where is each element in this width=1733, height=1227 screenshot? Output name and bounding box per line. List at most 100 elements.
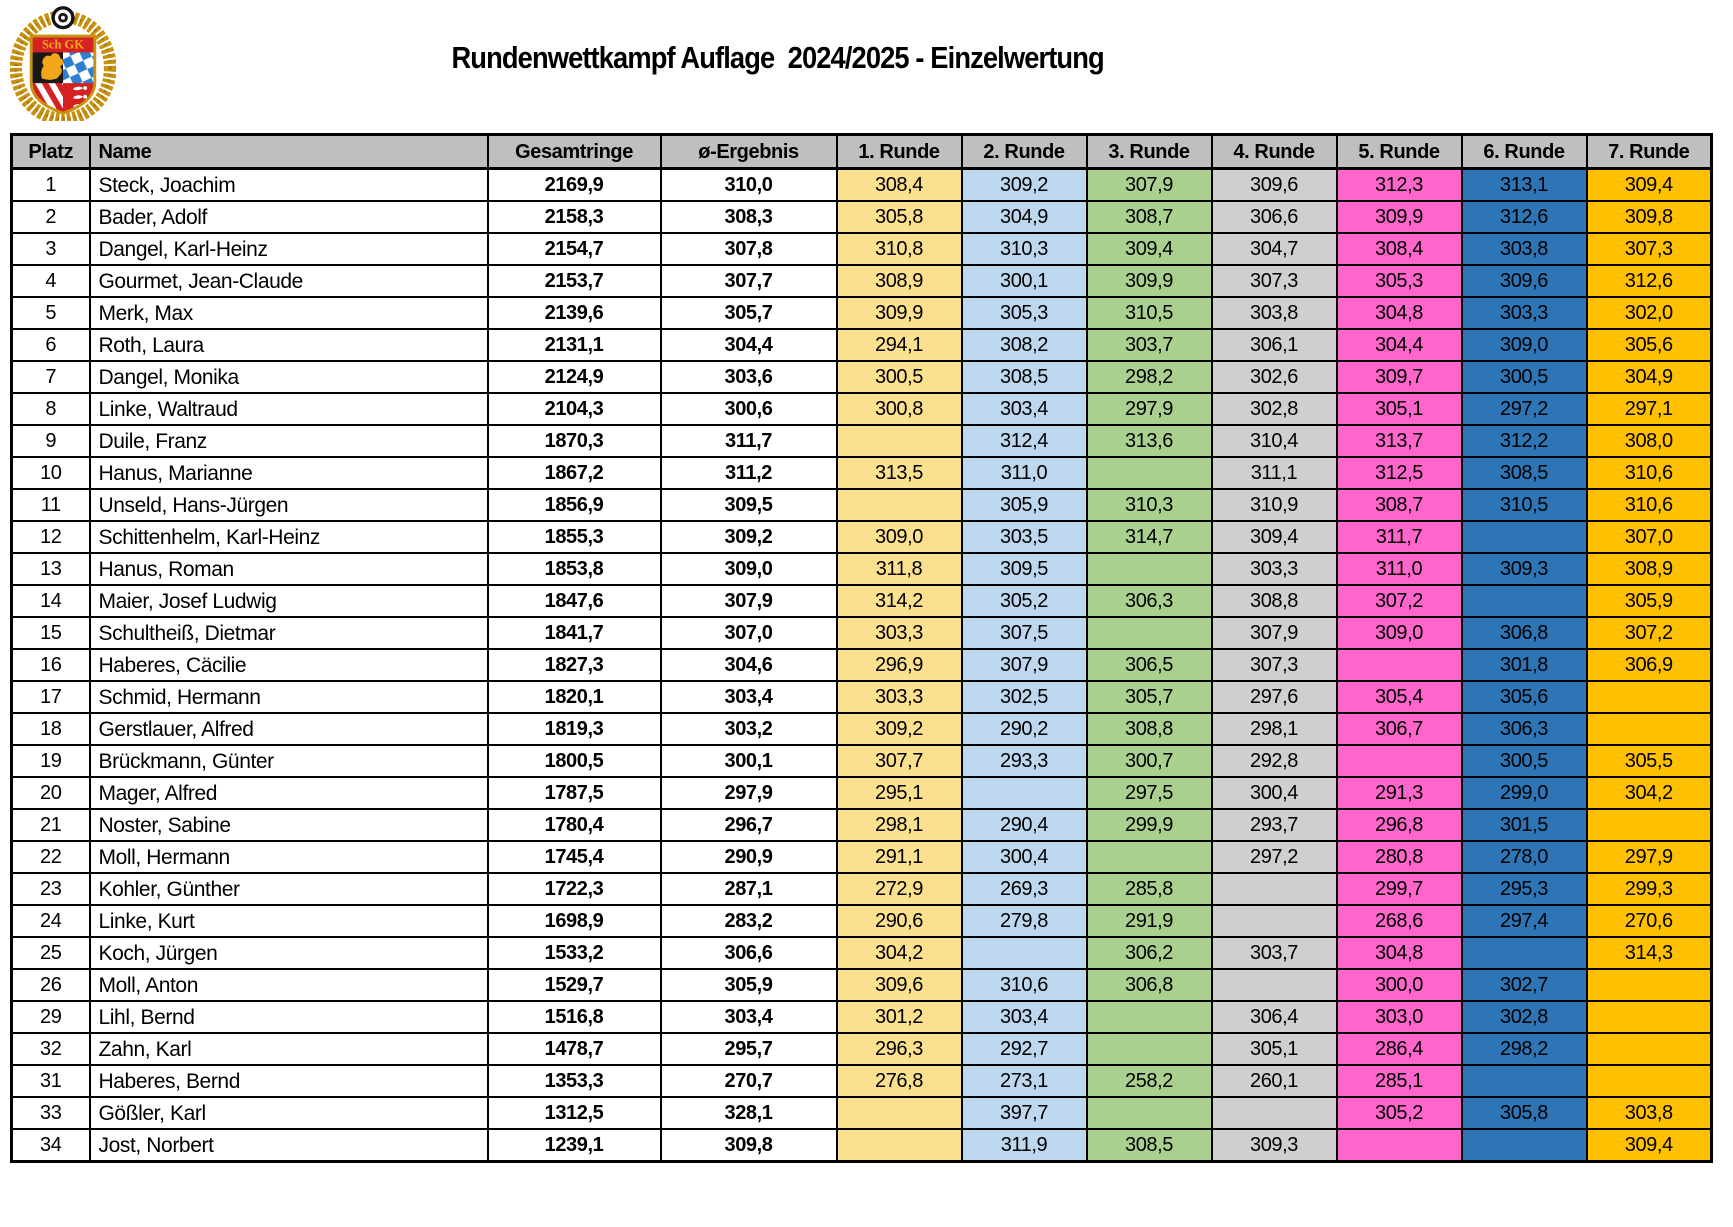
runde-7-cell: 307,0 — [1585, 520, 1713, 554]
runde-7-cell: 307,3 — [1585, 232, 1713, 266]
avg-ergebnis-cell: 297,9 — [659, 776, 838, 810]
runde-1-cell: 309,2 — [835, 712, 963, 746]
runde-1-cell: 296,3 — [835, 1032, 963, 1066]
name-cell: Duile, Franz — [88, 424, 489, 458]
runde-3-cell: 306,2 — [1085, 936, 1213, 970]
runde-4-cell: 307,3 — [1210, 648, 1338, 682]
runde-1-cell: 303,3 — [835, 680, 963, 714]
runde-1-cell — [835, 1096, 963, 1130]
runde-5-cell: 305,4 — [1335, 680, 1463, 714]
runde-1-cell: 314,2 — [835, 584, 963, 618]
runde-6-cell: 309,6 — [1460, 264, 1588, 298]
gesamtringe-cell: 2131,1 — [486, 328, 662, 362]
table-row: 16 Haberes, Cäcilie 1827,3 304,6 296,9 307,9 3… — [10, 648, 1713, 682]
platz-cell: 5 — [10, 296, 91, 330]
name-cell: Linke, Kurt — [88, 904, 489, 938]
avg-ergebnis-cell: 305,7 — [659, 296, 838, 330]
name-cell: Merk, Max — [88, 296, 489, 330]
runde-1-cell: 309,9 — [835, 296, 963, 330]
name-cell: Brückmann, Günter — [88, 744, 489, 778]
column-header-platz: Platz — [10, 133, 91, 170]
runde-2-cell: 293,3 — [960, 744, 1088, 778]
runde-6-cell: 305,6 — [1460, 680, 1588, 714]
platz-cell: 15 — [10, 616, 91, 650]
runde-5-cell: 305,2 — [1335, 1096, 1463, 1130]
runde-2-cell: 304,9 — [960, 200, 1088, 234]
column-header-runde-6: 6. Runde — [1460, 133, 1588, 170]
runde-6-cell — [1460, 936, 1588, 970]
name-cell: Steck, Joachim — [88, 167, 489, 202]
runde-6-cell: 299,0 — [1460, 776, 1588, 810]
runde-3-cell — [1085, 1032, 1213, 1066]
runde-7-cell — [1585, 1032, 1713, 1066]
name-cell: Gourmet, Jean-Claude — [88, 264, 489, 298]
runde-5-cell: 286,4 — [1335, 1032, 1463, 1066]
runde-2-cell — [960, 936, 1088, 970]
gesamtringe-cell: 2158,3 — [486, 200, 662, 234]
runde-4-cell — [1210, 1096, 1338, 1130]
runde-5-cell: 308,7 — [1335, 488, 1463, 522]
avg-ergebnis-cell: 310,0 — [659, 167, 838, 202]
runde-1-cell: 295,1 — [835, 776, 963, 810]
runde-2-cell: 303,5 — [960, 520, 1088, 554]
runde-3-cell: 297,9 — [1085, 392, 1213, 426]
platz-cell: 12 — [10, 520, 91, 554]
avg-ergebnis-cell: 290,9 — [659, 840, 838, 874]
runde-2-cell: 300,4 — [960, 840, 1088, 874]
table-row: 20 Mager, Alfred 1787,5 297,9 295,1 297,5 300,… — [10, 776, 1713, 810]
gesamtringe-cell: 1529,7 — [486, 968, 662, 1002]
runde-4-cell: 308,8 — [1210, 584, 1338, 618]
runde-5-cell — [1335, 744, 1463, 778]
platz-cell: 9 — [10, 424, 91, 458]
runde-7-cell — [1585, 1000, 1713, 1034]
runde-1-cell: 307,7 — [835, 744, 963, 778]
platz-cell: 18 — [10, 712, 91, 746]
shooting-club-crest-logo: Sch GK — [10, 6, 116, 121]
avg-ergebnis-cell: 307,9 — [659, 584, 838, 618]
runde-7-cell: 302,0 — [1585, 296, 1713, 330]
avg-ergebnis-cell: 307,0 — [659, 616, 838, 650]
column-header-runde-2: 2. Runde — [960, 133, 1088, 170]
runde-6-cell: 300,5 — [1460, 360, 1588, 394]
name-cell: Roth, Laura — [88, 328, 489, 362]
runde-4-cell: 309,3 — [1210, 1128, 1338, 1163]
runde-3-cell: 303,7 — [1085, 328, 1213, 362]
runde-5-cell: 305,1 — [1335, 392, 1463, 426]
avg-ergebnis-cell: 311,2 — [659, 456, 838, 490]
platz-cell: 31 — [10, 1064, 91, 1098]
runde-3-cell: 314,7 — [1085, 520, 1213, 554]
runde-2-cell: 303,4 — [960, 392, 1088, 426]
platz-cell: 21 — [10, 808, 91, 842]
table-row: 34 Jost, Norbert 1239,1 309,8 311,9 308,5 309,… — [10, 1128, 1713, 1163]
runde-4-cell: 310,9 — [1210, 488, 1338, 522]
gesamtringe-cell: 1722,3 — [486, 872, 662, 906]
runde-1-cell: 294,1 — [835, 328, 963, 362]
platz-cell: 10 — [10, 456, 91, 490]
runde-5-cell: 309,7 — [1335, 360, 1463, 394]
runde-3-cell — [1085, 456, 1213, 490]
table-row: 18 Gerstlauer, Alfred 1819,3 303,2 309,2 290,… — [10, 712, 1713, 746]
runde-7-cell: 312,6 — [1585, 264, 1713, 298]
runde-1-cell: 300,8 — [835, 392, 963, 426]
header-row: Platz Name Gesamtringe ø-Ergebnis 1. Runde 2.… — [10, 133, 1713, 170]
avg-ergebnis-cell: 283,2 — [659, 904, 838, 938]
name-cell: Gößler, Karl — [88, 1096, 489, 1130]
avg-ergebnis-cell: 309,5 — [659, 488, 838, 522]
runde-6-cell: 300,5 — [1460, 744, 1588, 778]
gesamtringe-cell: 1841,7 — [486, 616, 662, 650]
runde-2-cell: 307,9 — [960, 648, 1088, 682]
runde-2-cell: 292,7 — [960, 1032, 1088, 1066]
avg-ergebnis-cell: 300,6 — [659, 392, 838, 426]
gesamtringe-cell: 1827,3 — [486, 648, 662, 682]
runde-3-cell: 310,5 — [1085, 296, 1213, 330]
runde-7-cell: 303,8 — [1585, 1096, 1713, 1130]
runde-4-cell: 302,8 — [1210, 392, 1338, 426]
runde-7-cell: 270,6 — [1585, 904, 1713, 938]
runde-6-cell: 303,3 — [1460, 296, 1588, 330]
runde-4-cell: 303,3 — [1210, 552, 1338, 586]
name-cell: Linke, Waltraud — [88, 392, 489, 426]
runde-4-cell: 300,4 — [1210, 776, 1338, 810]
runde-6-cell: 306,3 — [1460, 712, 1588, 746]
runde-1-cell — [835, 424, 963, 458]
gesamtringe-cell: 1820,1 — [486, 680, 662, 714]
